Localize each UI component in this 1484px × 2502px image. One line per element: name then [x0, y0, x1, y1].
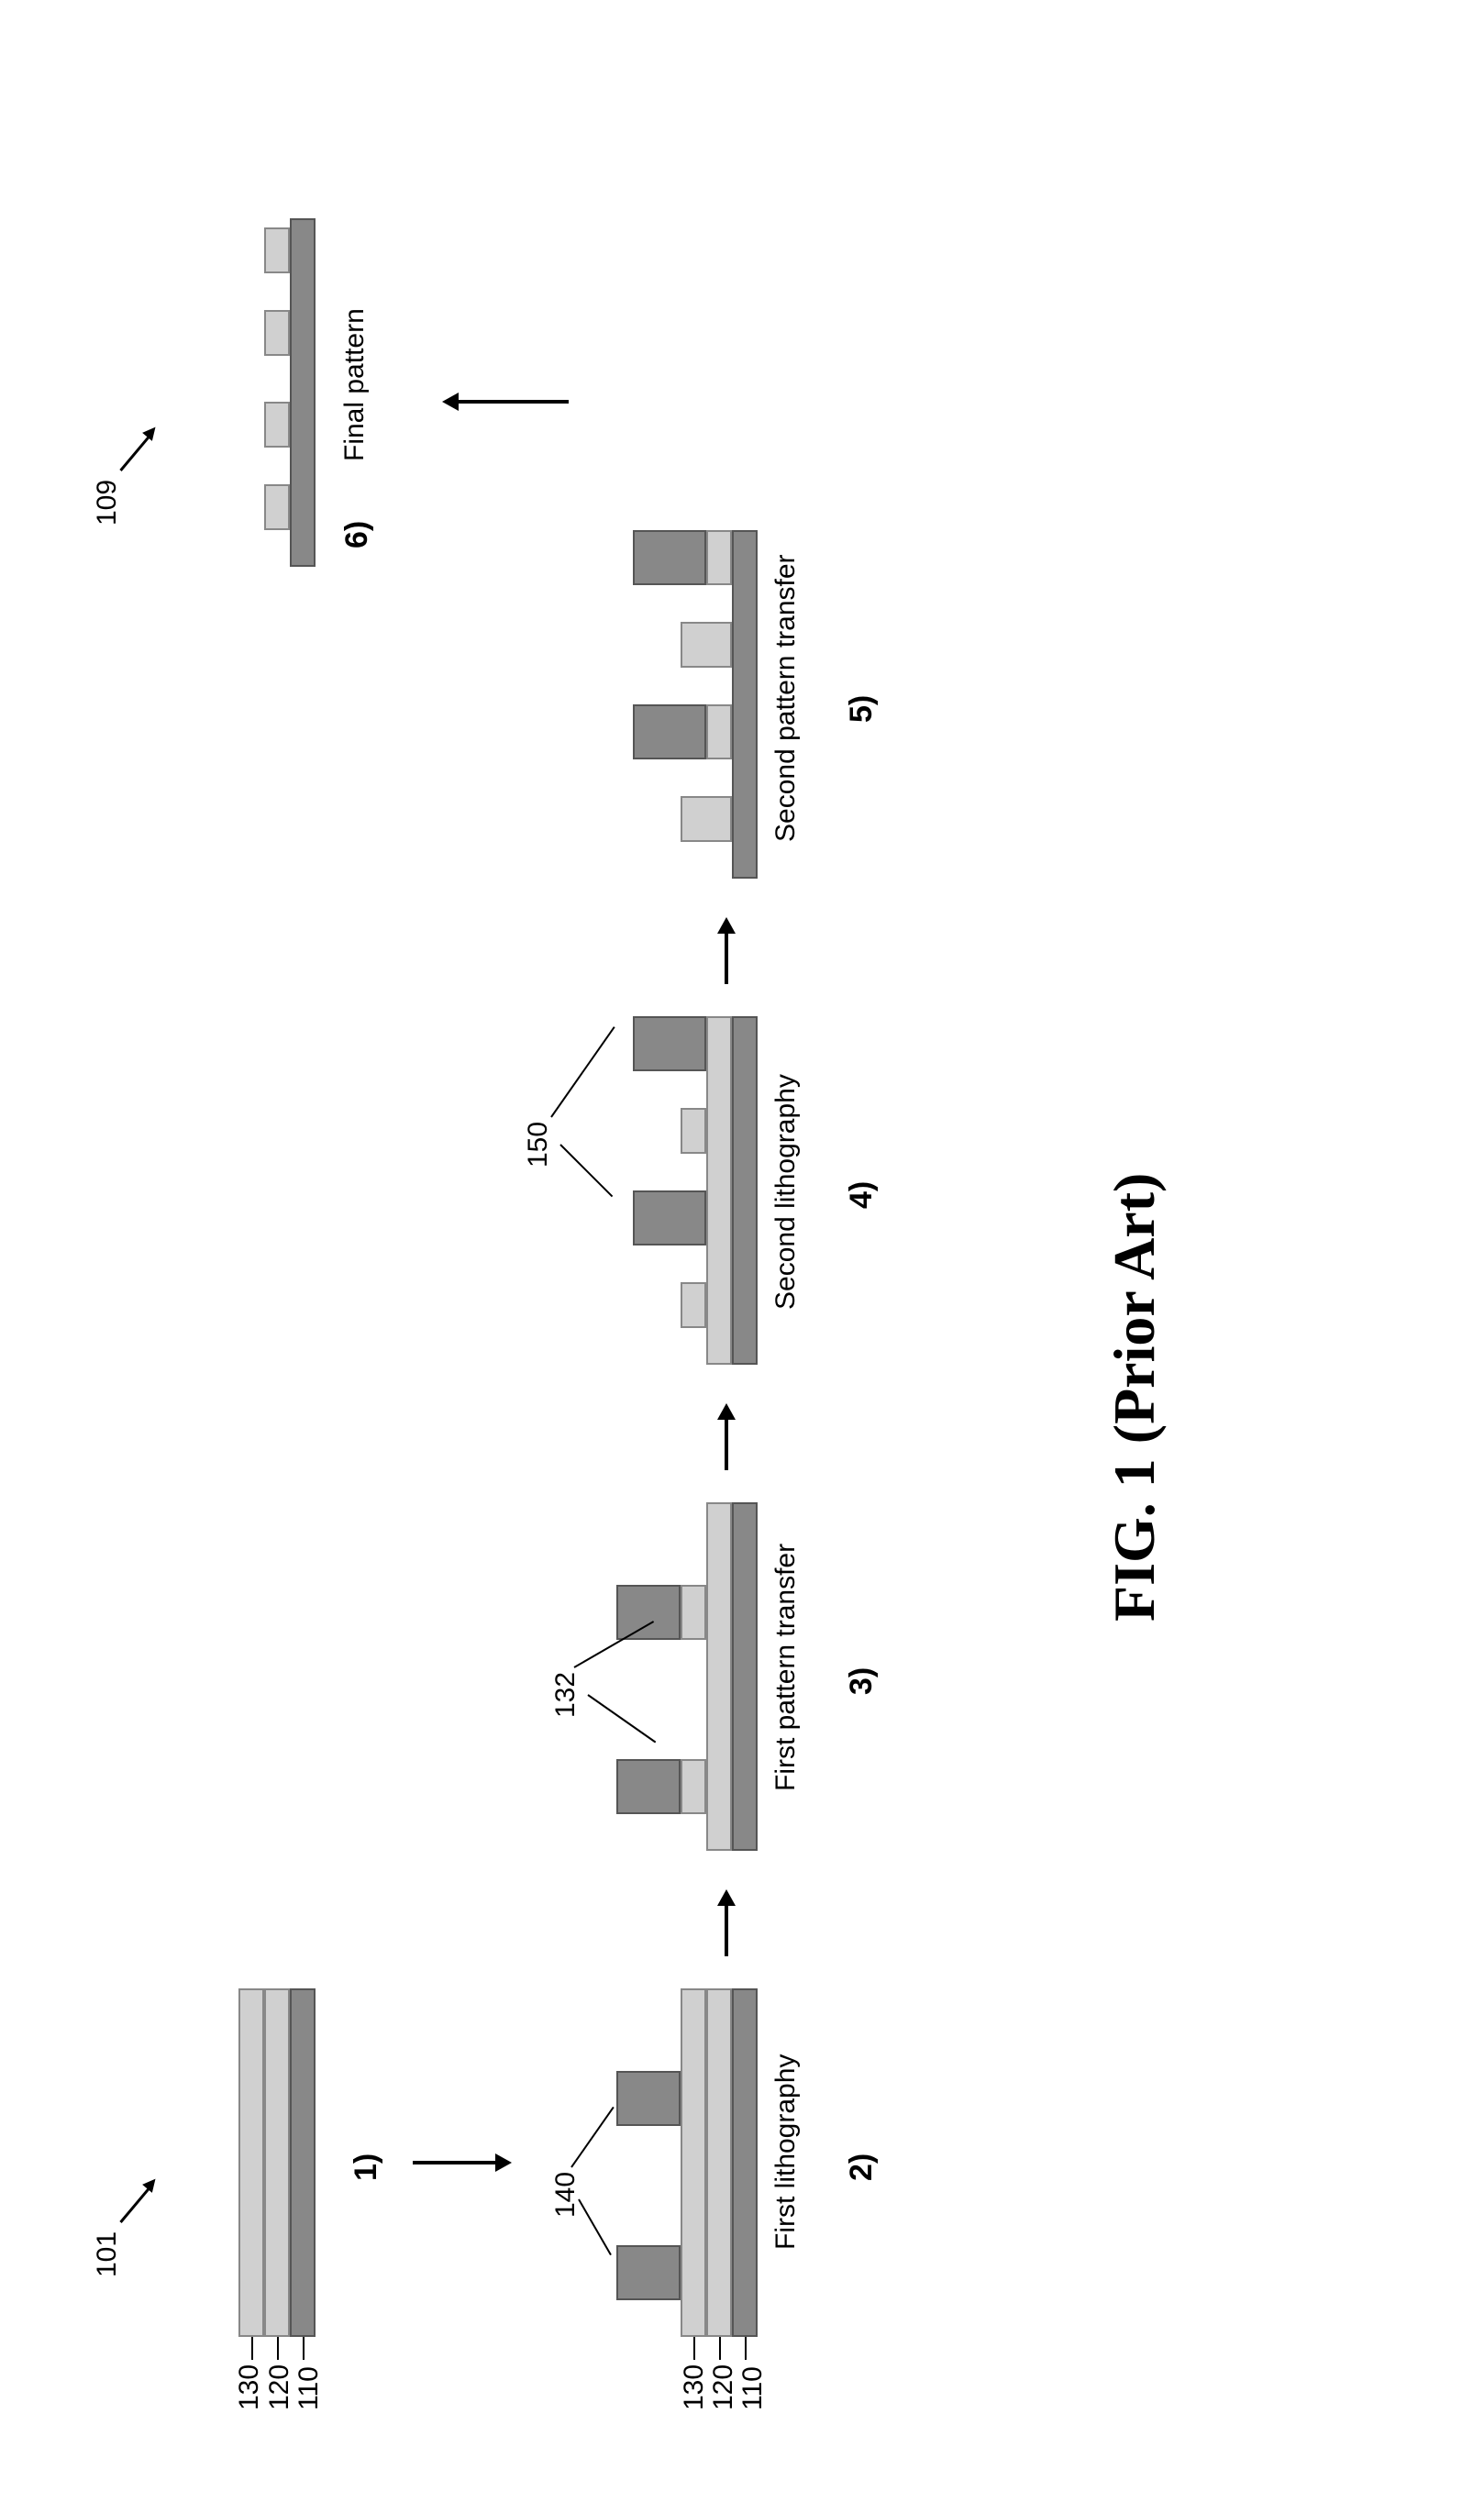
- p6-col-c: [264, 310, 290, 356]
- p2-num: 2): [844, 2153, 880, 2181]
- ref-101: 101: [92, 2231, 123, 2277]
- p1-ref-130: 130: [234, 2364, 265, 2410]
- p2-lead-130: [693, 2337, 695, 2360]
- p2-lead-110: [745, 2337, 747, 2360]
- p2-layer-130: [681, 1988, 706, 2337]
- p2-ref-120: 120: [708, 2364, 739, 2410]
- panel-1: [238, 1988, 422, 2337]
- p5-col-d: [706, 530, 732, 585]
- p1-layer-120: [264, 1988, 290, 2337]
- p1-layer-130: [238, 1988, 264, 2337]
- p2-block-140a: [616, 2245, 681, 2300]
- p5-layer-110: [732, 530, 758, 879]
- p2-ref-140: 140: [550, 2172, 581, 2218]
- p2-layer-110: [732, 1988, 758, 2337]
- p6-col-b: [264, 402, 290, 448]
- p5-block-150a: [633, 704, 706, 759]
- p4-block-150b: [633, 1016, 706, 1071]
- p1-layer-110: [290, 1988, 316, 2337]
- p4-ref-150: 150: [523, 1122, 554, 1168]
- p3-layer-110: [732, 1502, 758, 1851]
- p2-block-140b: [616, 2071, 681, 2126]
- p2-lead-140a: [578, 2199, 612, 2256]
- p2-caption: First lithography: [770, 2054, 802, 2250]
- p4-lead-150b: [550, 1026, 615, 1117]
- p4-layer-110: [732, 1016, 758, 1365]
- p1-ref-120: 120: [264, 2364, 295, 2410]
- p4-block-150a: [633, 1190, 706, 1245]
- p2-ref-110: 110: [737, 2366, 769, 2410]
- p1-lead-120: [277, 2337, 279, 2360]
- p5-col-b: [706, 704, 732, 759]
- p1-num: 1): [349, 2153, 384, 2181]
- p3-block-132b: [681, 1585, 706, 1640]
- p2-layer-120: [706, 1988, 732, 2337]
- p5-block-150b: [633, 530, 706, 585]
- p1-ref-110: 110: [293, 2366, 325, 2410]
- p3-block-132a: [681, 1759, 706, 1814]
- p2-lead-120: [719, 2337, 721, 2360]
- p3-layer-120: [706, 1502, 732, 1851]
- p1-lead-110: [303, 2337, 305, 2360]
- figure-title: FIG. 1 (Prior Art): [1101, 1173, 1168, 1622]
- p3-num: 3): [844, 1667, 880, 1695]
- p5-num: 5): [844, 695, 880, 723]
- p2-lead-140b: [570, 2107, 615, 2168]
- p1-lead-130: [251, 2337, 253, 2360]
- p6-layer-110: [290, 218, 316, 567]
- p3-caption: First pattern transfer: [770, 1544, 802, 1791]
- p5-col-c: [681, 622, 732, 668]
- p6-col-a: [264, 484, 290, 530]
- p4-lead-150a: [559, 1144, 613, 1197]
- p3-block-140b: [616, 1585, 681, 1640]
- p6-col-d: [264, 227, 290, 273]
- p4-block-132a: [681, 1282, 706, 1328]
- p2-ref-130: 130: [679, 2364, 710, 2410]
- p5-caption: Second pattern transfer: [770, 554, 802, 842]
- p6-num: 6): [339, 521, 375, 548]
- panel-6: [238, 218, 422, 567]
- p4-caption: Second lithography: [770, 1074, 802, 1310]
- p4-num: 4): [844, 1181, 880, 1209]
- p4-block-132b: [681, 1108, 706, 1154]
- p3-ref-132: 132: [550, 1672, 581, 1718]
- p3-block-140a: [616, 1759, 681, 1814]
- ref-109: 109: [92, 480, 123, 526]
- p6-caption: Final pattern: [339, 308, 371, 461]
- figure-canvas: 101 109 130 120 110 1) 130 120 110: [0, 0, 1484, 2502]
- p5-col-a: [681, 796, 732, 842]
- p4-layer-120: [706, 1016, 732, 1365]
